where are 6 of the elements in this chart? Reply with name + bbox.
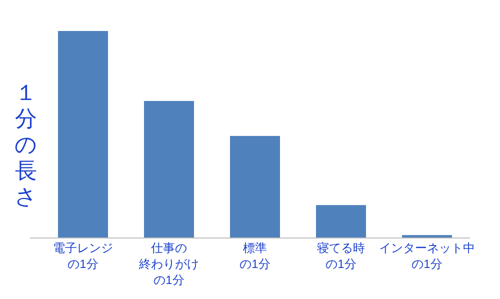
x-tick-label: 仕事の終わりがけの1分 — [138, 240, 200, 288]
y-axis-title: １分の長さ — [14, 80, 38, 210]
x-tick-label: 標準の1分 — [238, 240, 272, 272]
x-tick-label: 電子レンジの1分 — [52, 240, 114, 272]
x-tick-label: 寝てる時の1分 — [317, 241, 365, 271]
x-tick-label: インターネット中の1分 — [378, 240, 476, 272]
